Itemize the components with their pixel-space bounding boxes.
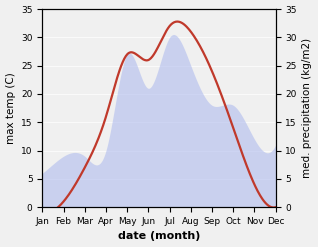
Y-axis label: med. precipitation (kg/m2): med. precipitation (kg/m2) (302, 38, 313, 178)
X-axis label: date (month): date (month) (118, 231, 200, 242)
Y-axis label: max temp (C): max temp (C) (5, 72, 16, 144)
